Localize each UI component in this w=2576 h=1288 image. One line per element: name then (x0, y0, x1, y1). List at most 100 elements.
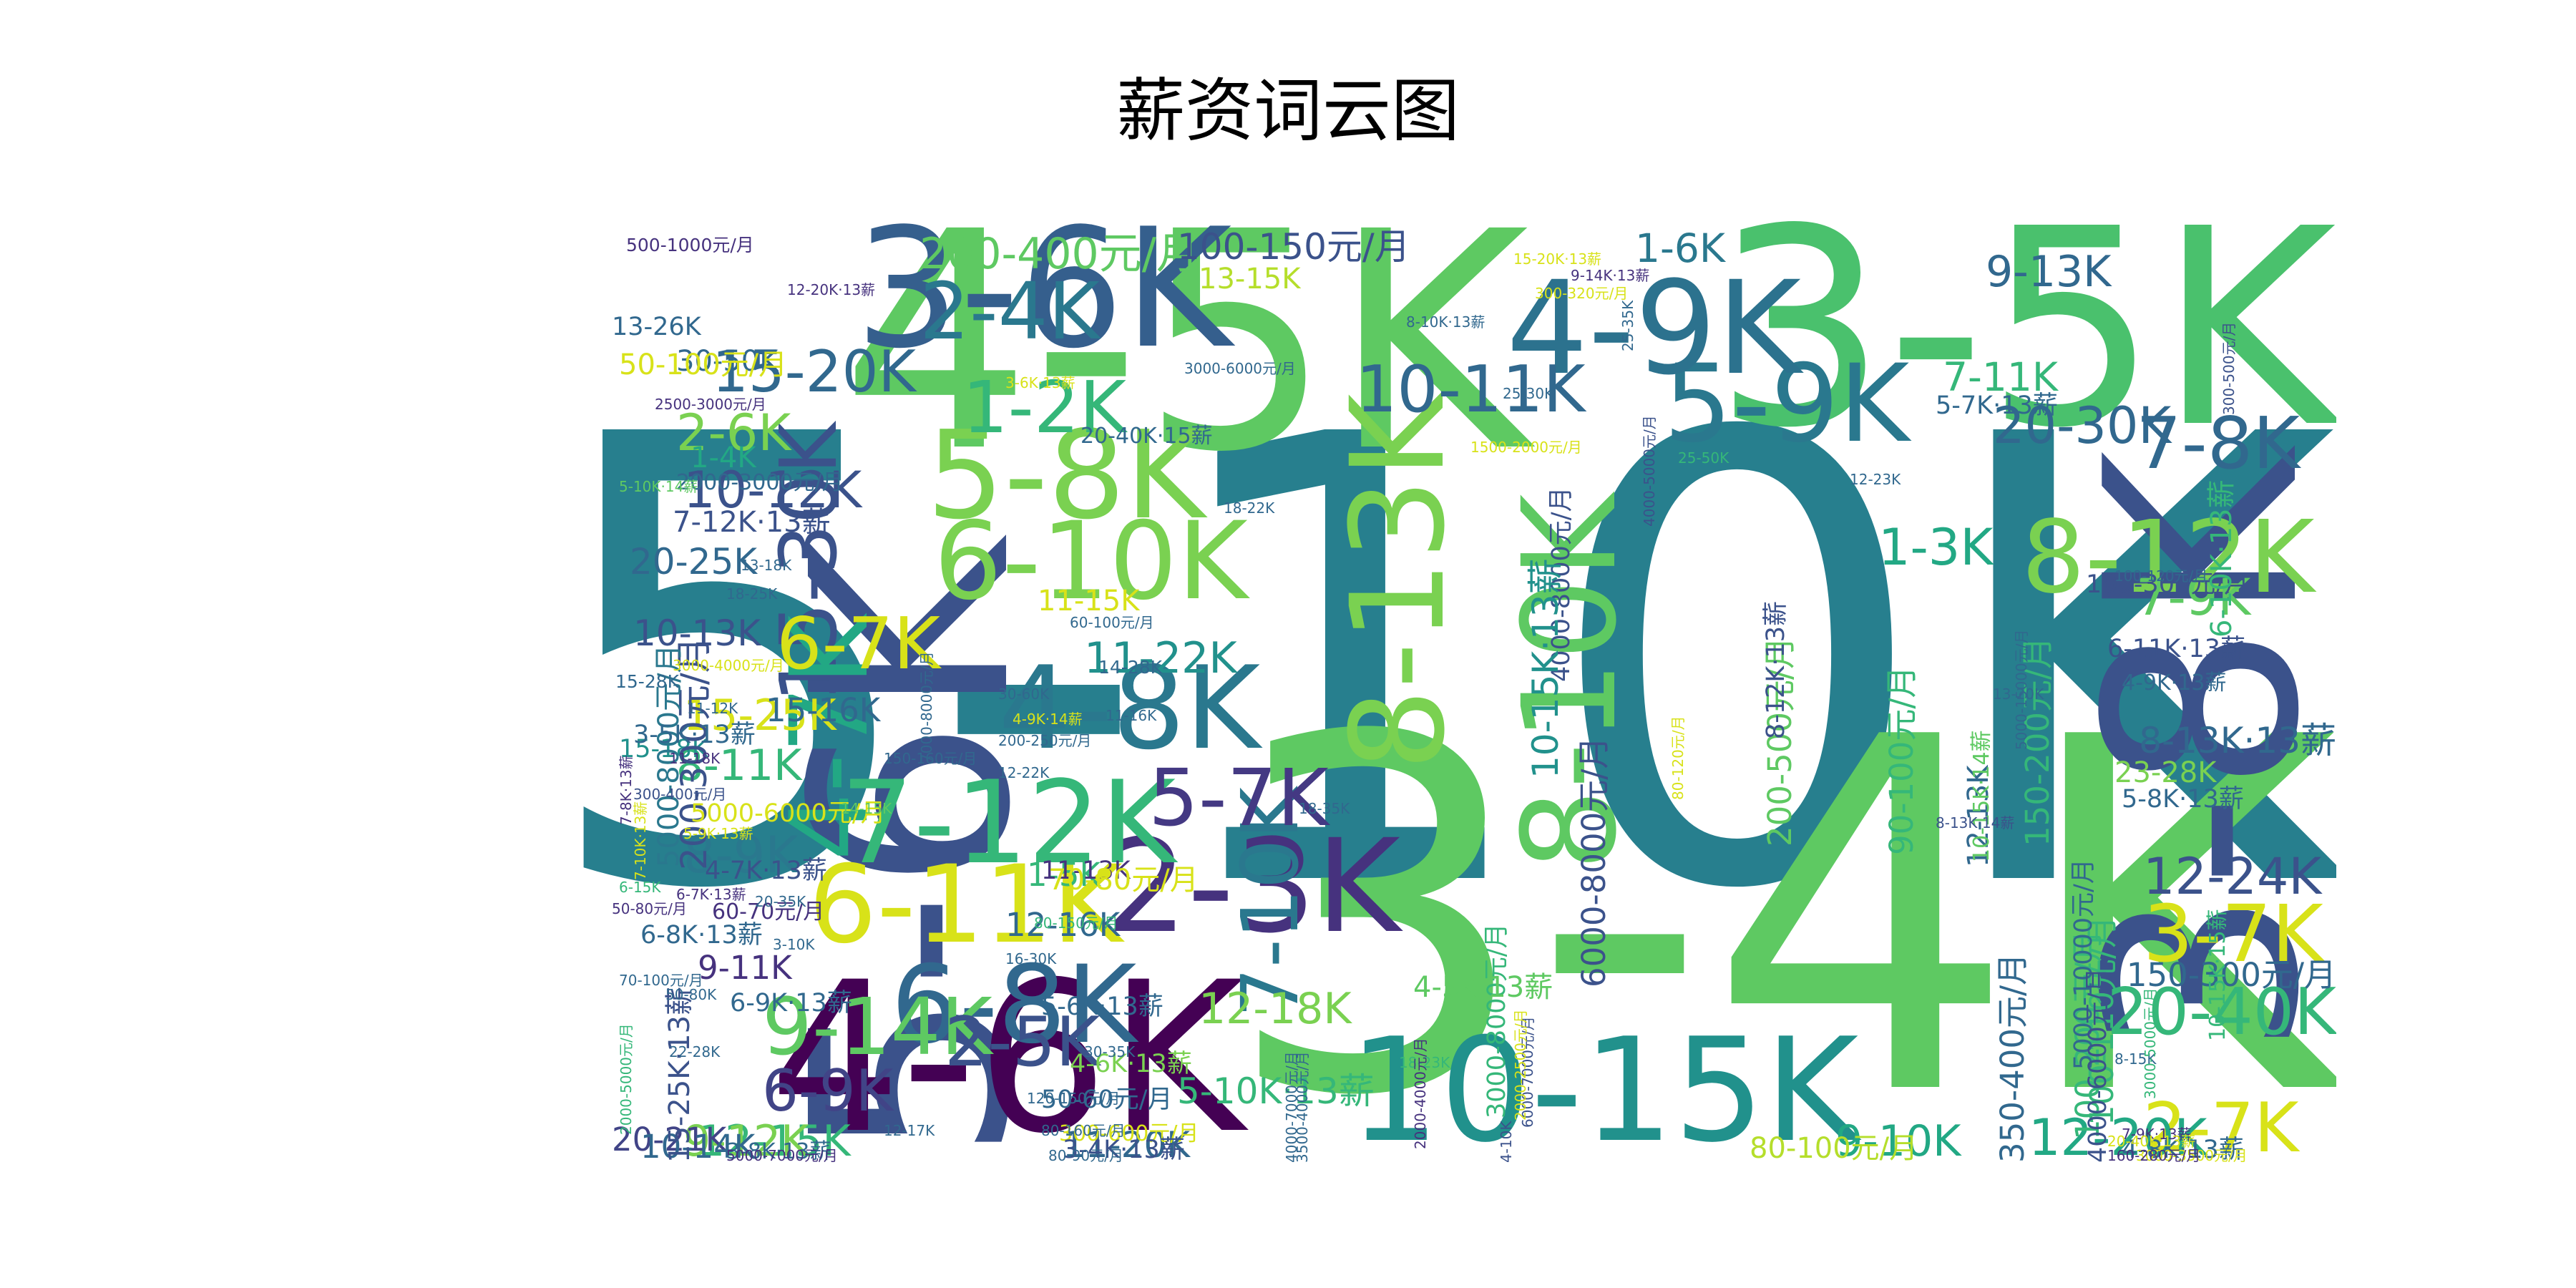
cloud-word: 500-1000元/月 (626, 235, 754, 255)
cloud-word: 11-22K (1084, 633, 1237, 683)
cloud-word: 10-15K·13薪 (1525, 558, 1566, 779)
cloud-word: 80-100元/月 (1750, 1132, 1918, 1163)
cloud-word: 5-9K (1664, 342, 1910, 467)
cloud-word: 1-2K (962, 366, 1126, 449)
cloud-word: 6-10K (934, 499, 1248, 624)
cloud-word: 3-6K (855, 194, 1232, 385)
cloud-word: 100-300元/月 (2086, 570, 2250, 599)
cloud-word: 150-300元/月 (2126, 956, 2336, 994)
cloud-word: 7-12K (841, 756, 1176, 889)
cloud-word: 5-6K·13薪 (1041, 992, 1163, 1021)
cloud-word: 6-15K (619, 879, 661, 896)
cloud-word: 25-35K (1619, 301, 1636, 352)
cloud-word: 8-11K (676, 741, 802, 791)
cloud-word: 50-80K (665, 986, 717, 1003)
cloud-word: 5000-7000元/月 (726, 1147, 838, 1163)
cloud-word: 8-10K·13薪 (1406, 313, 1485, 331)
cloud-word: 18-22K (1224, 499, 1275, 517)
cloud-word: 1-6K (1635, 225, 1725, 271)
cloud-word: 25-50K (1678, 449, 1729, 467)
cloud-word: 350-400元/月 (1994, 952, 2031, 1163)
cloud-word: 12-15K (698, 1116, 851, 1163)
cloud-word: 15-28K (615, 671, 680, 692)
cloud-word: 2-3K (1106, 812, 1401, 962)
cloud-word: 5-8K·13薪 (2122, 785, 2244, 814)
cloud-word: 7-9K (2136, 568, 2251, 627)
cloud-word: 15-25K (683, 691, 836, 741)
cloud-word: 6-9K·13薪 (730, 989, 852, 1018)
cloud-word: 12-18K (1199, 984, 1352, 1034)
cloud-word: 4-9K (1506, 254, 1802, 404)
cloud-word: 80-120元/月 (1669, 716, 1687, 800)
cloud-word: 12-24K (2143, 847, 2322, 906)
cloud-word: 3500-4000元/月 (1294, 1051, 1311, 1163)
cloud-word: 3-4K·13薪 (1063, 1136, 1185, 1163)
cloud-word: 7-10K·13薪 (632, 801, 649, 881)
cloud-word: 60-100元/月 (1070, 614, 1154, 631)
cloud-word: 23-28K (2114, 756, 2217, 789)
cloud-word: 11-20K (1063, 1124, 1191, 1163)
cloud-word: 9-12K (683, 1116, 809, 1163)
cloud-word: 13-20K (1993, 686, 2044, 703)
cloud-word: 9-10K (1835, 1116, 1961, 1163)
cloud-word: 4-5K (841, 168, 1529, 518)
figure-title: 薪资词云图 (1116, 71, 1460, 151)
cloud-word: 4-9K·14薪 (1013, 711, 1083, 728)
cloud-word: 20-30K (1993, 396, 2172, 455)
cloud-word: 4-5K·13薪 (1413, 971, 1553, 1004)
cloud-word: 30-50K (676, 345, 779, 378)
cloud-word: 7-8K (2136, 401, 2300, 485)
cloud-word: 2500-3000元/月 (655, 396, 766, 413)
cloud-word: 4-6K·13薪 (1070, 1050, 1192, 1078)
cloud-word: 2-5K (945, 1003, 1101, 1082)
cloud-word: 30-35K (1084, 1043, 1136, 1060)
cloud-word: 9-13K (1986, 247, 2112, 297)
cloud-word: 6000-8000元/月 (1575, 737, 1613, 988)
cloud-word: 3-5K·13薪 (633, 721, 756, 749)
cloud-word: 4-10K (1498, 1121, 1515, 1163)
cloud-word: 80-160元/月 (1041, 1122, 1126, 1139)
cloud-word: 4-9K·13薪 (2122, 670, 2227, 696)
cloud-word: 7000-8000元/月 (918, 651, 935, 763)
cloud-word: 3000-3500元/月 (2136, 1147, 2248, 1163)
cloud-word: 13-18K (741, 557, 792, 574)
cloud-word: 12-23K (1850, 471, 1901, 488)
cloud-word: 5-10K·14薪 (619, 478, 698, 495)
cloud-word: 5-8K (927, 405, 1206, 547)
cloud-word: 2-7K (2143, 1089, 2299, 1163)
cloud-word: 2000-5000元/月 (618, 1023, 635, 1135)
cloud-word: 5-10K·13薪 (1177, 1070, 1375, 1112)
cloud-word: 4-7K·13薪 (705, 857, 827, 885)
cloud-word: 2-6K (676, 404, 791, 462)
cloud-word: 12-16K (1005, 906, 1121, 944)
cloud-word: 11-15K (1038, 585, 1140, 618)
cloud-word: 18-23K (1399, 1054, 1450, 1071)
cloud-word: 120-150元/月 (1027, 1090, 1121, 1107)
cloud-word: 1-4K (691, 441, 756, 474)
cloud-word: 150-160元/月 (884, 750, 977, 767)
cloud-word: 14-28K (1098, 657, 1163, 678)
cloud-word: 6-9K (762, 1058, 894, 1124)
cloud-word: 5-7K·13薪 (1936, 391, 2058, 420)
cloud-word: 20-21K (612, 1121, 727, 1158)
cloud-word: 70-100元/月 (619, 972, 703, 989)
cloud-word: 20-40K (2107, 975, 2336, 1050)
cloud-word: 80-150元/月 (1034, 914, 1118, 932)
cloud-word: 200-250元/月 (998, 732, 1092, 749)
cloud-word: 6-11K (809, 843, 1123, 967)
cloud-word: 7-11K (1943, 354, 2058, 400)
cloud-word: 10-15K·14薪 (1969, 730, 1994, 862)
cloud-word: 2000-4000元/月 (1412, 1038, 1429, 1149)
cloud-word: 5-9K·13薪 (683, 825, 753, 842)
cloud-word: 8-13K (1324, 394, 1473, 771)
cloud-word: 300-320元/月 (1535, 285, 1629, 302)
cloud-word: 11-13K (1041, 857, 1131, 885)
cloud-word: 16-30K (1005, 950, 1057, 967)
cloud-word: 11-16K (1106, 707, 1157, 724)
cloud-word: 4000-5000元/月 (1641, 415, 1658, 527)
cloud-word: 50-100元/月 (619, 348, 788, 381)
cloud-word: 7-12K·13薪 (673, 506, 831, 539)
cloud-word: 1-3K (1878, 518, 1994, 577)
cloud-word: 160-280元/月 (2107, 1147, 2201, 1163)
word-cloud: 5-10K 3-4K 4-5K 3-5K 5-6K 3-8K 3-6K 4-6K 5-9K 10-… (311, 150, 2336, 1163)
